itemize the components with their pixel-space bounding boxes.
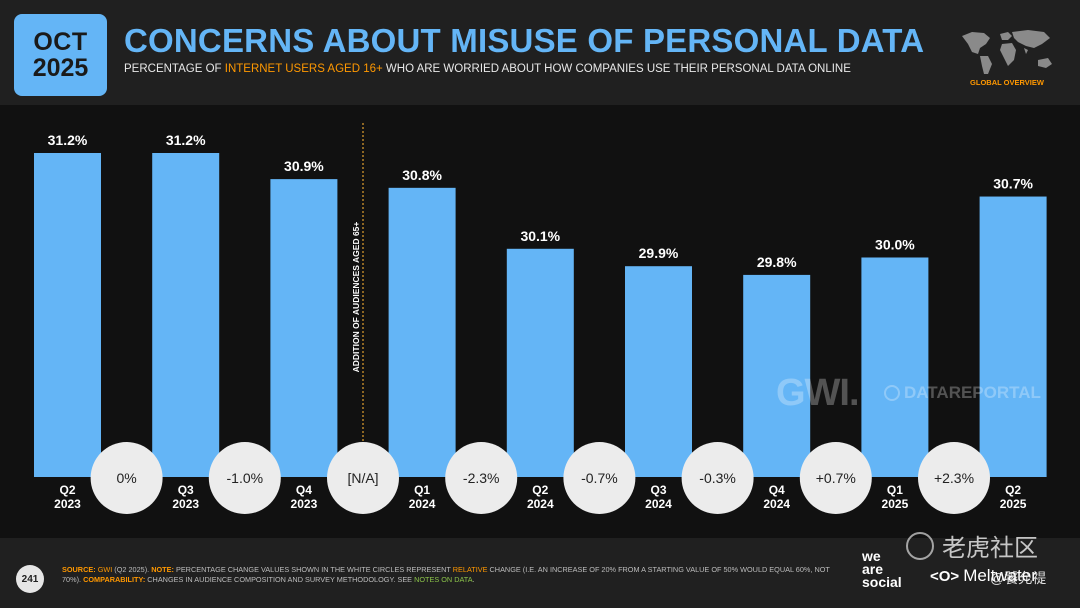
gwi-watermark: GWI. xyxy=(776,372,860,414)
notes-on-data-link[interactable]: NOTES ON DATA xyxy=(414,575,473,584)
date-badge: OCT 2025 xyxy=(14,14,107,96)
note-text-1: PERCENTAGE CHANGE VALUES SHOWN IN THE WH… xyxy=(173,565,453,574)
bar-1 xyxy=(152,153,220,477)
source-detail: (Q2 2025). xyxy=(112,565,152,574)
change-circle-5 xyxy=(681,442,754,514)
datareportal-watermark: DATAREPORTAL xyxy=(884,383,1041,403)
change-label-1: -1.0% xyxy=(227,470,264,486)
world-map-icon xyxy=(962,30,1052,74)
category-label-4: Q2 xyxy=(532,483,548,497)
badge-year: 2025 xyxy=(32,54,89,82)
category-label-2: Q4 xyxy=(296,483,312,497)
bar-4 xyxy=(506,248,574,477)
value-label-7: 30.0% xyxy=(875,236,915,252)
comparability-label: COMPARABILITY: xyxy=(83,575,146,584)
meltwater-logo: <O> Meltwater xyxy=(930,566,1037,586)
change-label-7: +2.3% xyxy=(934,470,974,486)
value-label-2: 30.9% xyxy=(284,158,324,174)
source-name: GWI xyxy=(97,565,113,574)
meltwater-icon: <O> xyxy=(930,567,960,585)
value-label-0: 31.2% xyxy=(48,132,88,148)
change-label-4: -0.7% xyxy=(581,470,618,486)
bar-2 xyxy=(270,179,338,477)
change-circle-4 xyxy=(563,442,636,514)
category-year-0: 2023 xyxy=(54,497,81,511)
bar-8 xyxy=(979,196,1047,477)
value-label-4: 30.1% xyxy=(520,228,560,244)
category-year-1: 2023 xyxy=(172,497,199,511)
category-year-3: 2024 xyxy=(409,497,436,511)
category-label-0: Q2 xyxy=(59,483,75,497)
source-label: SOURCE: xyxy=(62,565,96,574)
category-year-5: 2024 xyxy=(645,497,672,511)
change-label-2: [N/A] xyxy=(347,470,378,486)
subtitle-highlight: INTERNET USERS AGED 16+ xyxy=(224,63,383,75)
bar-6 xyxy=(743,274,811,477)
we-are-social-logo: we are social xyxy=(862,548,902,590)
change-circle-2 xyxy=(327,442,399,514)
category-year-4: 2024 xyxy=(527,497,554,511)
category-year-8: 2025 xyxy=(1000,497,1027,511)
change-circle-7 xyxy=(918,442,990,514)
bar-chart: 31.2%Q2202331.2%Q3202330.9%Q4202330.8%Q1… xyxy=(34,123,1047,514)
page-title: CONCERNS ABOUT MISUSE OF PERSONAL DATA xyxy=(124,22,925,59)
category-label-3: Q1 xyxy=(414,483,430,497)
datareportal-icon xyxy=(884,385,900,401)
logo-social: social xyxy=(862,574,902,590)
change-circle-6 xyxy=(799,442,872,514)
category-label-1: Q3 xyxy=(178,483,194,497)
badge-month: OCT xyxy=(33,27,88,56)
change-circle-3 xyxy=(445,442,518,514)
category-label-8: Q2 xyxy=(1005,483,1021,497)
chart-area: 31.2% Q2 2023 31.2% Q3 2023 30.9% Q4 2023 30.8% Q1… xyxy=(0,105,1080,538)
note-text-2: CHANGE (I.E. AN INCREASE OF 20% FROM A S… xyxy=(62,565,830,584)
note-label: NOTE: xyxy=(151,565,174,574)
value-label-5: 29.9% xyxy=(639,245,679,261)
annotation-text: ADDITION OF AUDIENCES AGED 65+ xyxy=(351,222,361,373)
value-label-6: 29.8% xyxy=(757,254,797,270)
footer-end: . xyxy=(472,575,475,584)
bar-7 xyxy=(861,257,929,477)
change-circle-1 xyxy=(208,442,281,514)
category-year-6: 2024 xyxy=(763,497,790,511)
community-name: 老虎社区 xyxy=(942,535,1038,562)
bar-0 xyxy=(34,153,101,477)
page-number: 241 xyxy=(16,565,44,593)
change-circle-0 xyxy=(90,442,163,514)
bar-5 xyxy=(625,266,692,477)
datareportal-text: DATAREPORTAL xyxy=(904,383,1041,402)
comparability-text: CHANGES IN AUDIENCE COMPOSITION AND SURV… xyxy=(145,575,415,584)
meltwater-text: Meltwater xyxy=(963,566,1037,585)
community-logo-icon xyxy=(906,531,934,560)
change-label-0: 0% xyxy=(116,470,136,486)
community-watermark: 老虎社区 xyxy=(906,528,1038,563)
change-label-3: -2.3% xyxy=(463,470,500,486)
logo-we: we xyxy=(862,548,881,564)
bar-3 xyxy=(388,187,456,477)
category-label-5: Q3 xyxy=(650,483,666,497)
change-label-6: +0.7% xyxy=(816,470,856,486)
map-label: GLOBAL OVERVIEW xyxy=(970,78,1044,87)
subtitle-post: WHO ARE WORRIED ABOUT HOW COMPANIES USE … xyxy=(382,63,851,75)
subtitle-pre: PERCENTAGE OF xyxy=(124,63,225,75)
category-label-6: Q4 xyxy=(769,483,785,497)
note-relative: RELATIVE xyxy=(452,565,488,574)
author-handle: @饕允禔 xyxy=(990,570,1047,586)
page-subtitle: PERCENTAGE OF INTERNET USERS AGED 16+ WH… xyxy=(124,63,851,75)
category-year-2: 2023 xyxy=(291,497,318,511)
logo-are: are xyxy=(862,561,884,577)
value-label-3: 30.8% xyxy=(402,167,442,183)
value-label-8: 30.7% xyxy=(993,176,1033,192)
category-year-7: 2025 xyxy=(882,497,909,511)
change-label-5: -0.3% xyxy=(699,470,736,486)
value-label-1: 31.2% xyxy=(166,132,206,148)
footer-notes: SOURCE: GWI (Q2 2025). NOTE: PERCENTAGE … xyxy=(62,565,842,585)
category-label-7: Q1 xyxy=(887,483,903,497)
